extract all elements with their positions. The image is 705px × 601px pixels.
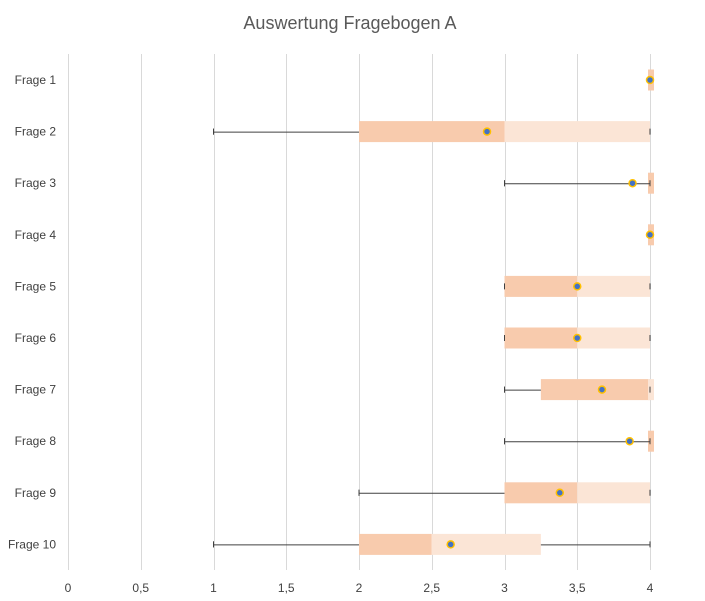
x-tick-label: 2 — [356, 581, 363, 595]
mean-marker — [597, 385, 607, 394]
box-upper — [648, 379, 654, 401]
mean-marker — [573, 333, 582, 343]
box-lower — [540, 379, 650, 401]
mean-series — [446, 75, 655, 549]
x-tick-label: 0 — [65, 581, 72, 595]
category-label: Frage 8 — [15, 434, 57, 448]
category-label: Frage 6 — [15, 331, 57, 345]
box-lower — [504, 327, 578, 349]
mean-marker — [573, 282, 582, 291]
box-lower — [359, 533, 432, 555]
x-tick-label: 3,5 — [569, 581, 586, 595]
box-lower — [504, 482, 578, 504]
mean-marker — [482, 127, 492, 136]
box-lower — [648, 172, 654, 194]
x-tick-label: 1,5 — [278, 581, 295, 595]
x-tick-label: 4 — [647, 581, 654, 595]
category-label: Frage 5 — [15, 279, 57, 293]
box-upper — [577, 482, 650, 504]
box-upper — [577, 327, 650, 349]
x-tick-label: 0,5 — [132, 581, 149, 595]
box-series — [359, 69, 654, 555]
box-lower — [359, 121, 505, 143]
category-label: Frage 3 — [15, 176, 57, 190]
x-tick-label: 2,5 — [423, 581, 440, 595]
x-axis-ticks: 0 0,5 1 1,5 2 2,5 3 3,5 4 — [65, 581, 654, 595]
category-label: Frage 1 — [15, 73, 57, 87]
mean-marker — [628, 178, 637, 188]
category-label: Frage 10 — [8, 537, 56, 551]
whisker-series — [213, 77, 651, 548]
box-upper — [431, 533, 541, 555]
category-label: Frage 4 — [15, 228, 57, 242]
category-label: Frage 9 — [15, 486, 57, 500]
mean-marker — [625, 436, 634, 446]
chart-title: Auswertung Fragebogen A — [243, 13, 456, 33]
box-upper — [504, 121, 650, 143]
category-label: Frage 2 — [15, 125, 57, 139]
box-lower — [504, 275, 578, 297]
box-upper — [577, 275, 650, 297]
mean-marker — [555, 488, 565, 498]
mean-marker — [645, 230, 655, 240]
x-tick-label: 3 — [501, 581, 508, 595]
box-lower — [648, 430, 654, 452]
x-tick-label: 1 — [210, 581, 217, 595]
mean-marker — [645, 75, 655, 85]
category-label: Frage 7 — [15, 383, 57, 397]
y-axis-categories: Frage 1 Frage 2 Frage 3 Frage 4 Frage 5 Frage… — [8, 73, 56, 551]
mean-marker — [446, 540, 455, 549]
